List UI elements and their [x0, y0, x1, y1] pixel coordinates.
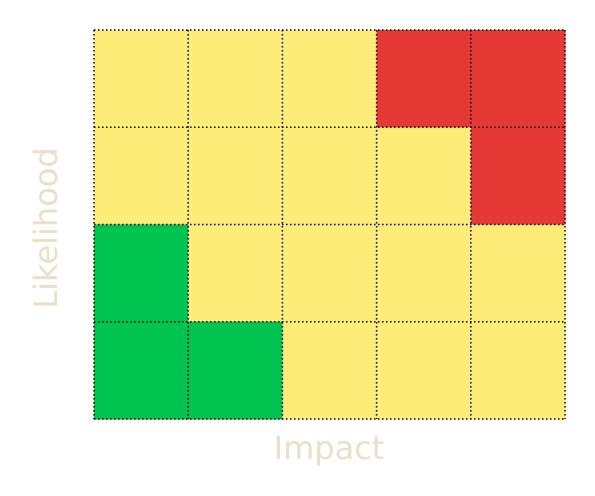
cell-r2-c5-red [470, 127, 566, 225]
cell-r1-c4-red [376, 30, 472, 128]
cell-r2-c4-yellow [376, 127, 472, 225]
cell-r3-c2-yellow [188, 224, 283, 323]
matrix-cells [94, 30, 566, 420]
matrix-gridlines [93, 29, 566, 420]
cell-r4-c5-yellow [470, 321, 566, 420]
cell-r3-c4-yellow [376, 224, 472, 323]
cell-r3-c1-green [94, 224, 189, 323]
cell-r2-c1-yellow [94, 127, 189, 225]
cell-r4-c1-green [94, 321, 189, 420]
cell-r2-c3-yellow [282, 127, 378, 225]
cell-r1-c2-yellow [188, 30, 283, 128]
y-axis-label: Likelihood [27, 147, 65, 308]
cell-r1-c1-yellow [94, 30, 189, 128]
x-axis-label: Impact [274, 429, 385, 467]
cell-r1-c3-yellow [282, 30, 378, 128]
cell-r4-c2-green [188, 321, 283, 420]
cell-r3-c3-yellow [282, 224, 378, 323]
cell-r4-c4-yellow [376, 321, 472, 420]
cell-r2-c2-yellow [188, 127, 283, 225]
cell-r3-c5-yellow [470, 224, 566, 323]
cell-r1-c5-red [470, 30, 566, 128]
cell-r4-c3-yellow [282, 321, 378, 420]
